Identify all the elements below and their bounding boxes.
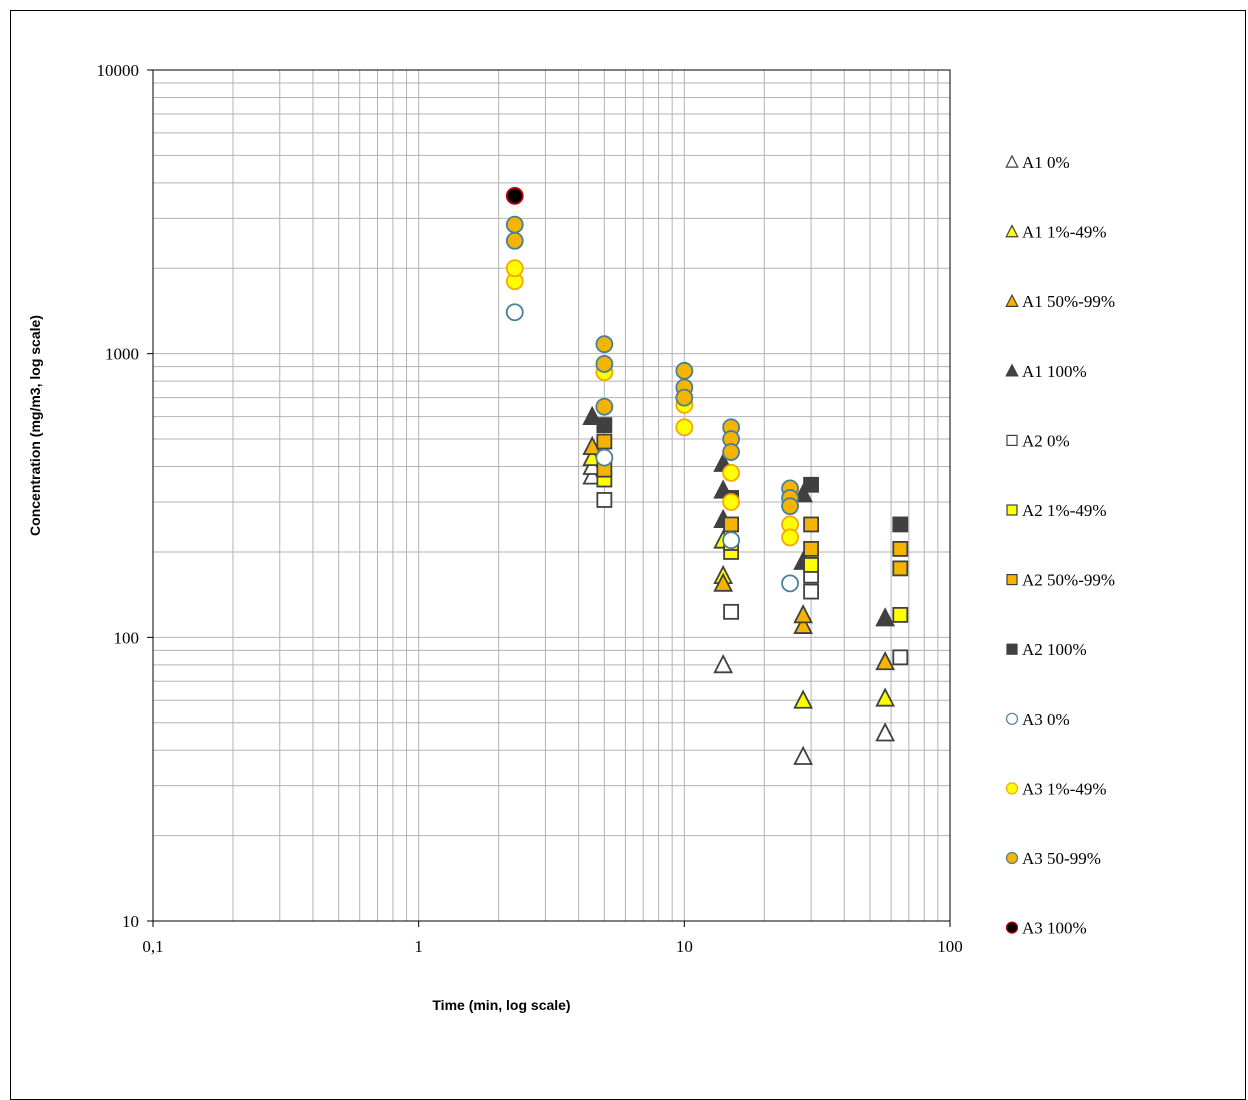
legend-entry-label: A1 1%-49% [1022, 223, 1107, 242]
data-point [722, 443, 741, 461]
x-tick-label: 1 [414, 937, 423, 956]
legend-marker [1006, 434, 1018, 446]
data-point [781, 574, 799, 593]
data-point [875, 607, 896, 627]
data-point [595, 448, 614, 467]
y-tick-label: 10000 [97, 61, 140, 80]
data-point [803, 476, 819, 493]
legend-entry-label: A3 50-99% [1022, 849, 1101, 868]
data-point [713, 654, 734, 674]
grid-lines [153, 70, 950, 921]
data-point [713, 572, 734, 592]
data-point [596, 492, 613, 508]
data-point [892, 606, 909, 623]
legend-entry-label: A1 100% [1022, 362, 1087, 381]
y-tick-label: 100 [114, 628, 140, 647]
data-point [595, 355, 614, 373]
data-point [875, 687, 896, 707]
y-tick-label: 10 [122, 912, 139, 931]
data-point [596, 433, 613, 450]
data-point [722, 531, 741, 550]
data-point [505, 303, 524, 322]
data-point [675, 418, 694, 437]
data-point [892, 649, 909, 666]
data-point [793, 689, 814, 709]
data-point [505, 231, 524, 250]
data-point [875, 651, 896, 671]
legend-entry-label: A1 0% [1022, 153, 1070, 172]
plot-area-border [152, 69, 951, 922]
legend-marker [1005, 782, 1019, 795]
data-point [781, 528, 799, 547]
legend-marker [1005, 224, 1019, 238]
data-point [892, 560, 909, 577]
data-point [892, 540, 909, 557]
data-point [722, 493, 741, 511]
legend-entry-label: A3 1%-49% [1022, 779, 1107, 798]
legend-entry-label: A2 100% [1022, 640, 1087, 659]
axis-ticks: 0,1 1 10 100 10 100 1000 10000 [97, 61, 963, 956]
legend-entry-label: A2 1%-49% [1022, 501, 1107, 520]
data-point [793, 604, 814, 624]
legend: A1 0% A1 1%-49% A1 50%-99% A1 100% A2 0% A2 1… [1005, 153, 1115, 938]
data-point [675, 361, 694, 380]
legend-marker [1005, 712, 1019, 725]
data-point [803, 540, 819, 557]
legend-marker [1006, 643, 1018, 655]
x-tick-label: 10 [676, 937, 693, 956]
x-tick-label: 100 [937, 937, 963, 956]
data-point [675, 388, 694, 407]
data-point [803, 557, 819, 573]
data-point [505, 259, 524, 278]
data-point [596, 417, 613, 433]
data-point [793, 614, 814, 634]
data-point [505, 215, 524, 234]
legend-entry-label: A2 0% [1022, 431, 1070, 450]
data-point [582, 405, 603, 425]
legend-entry-label: A3 0% [1022, 710, 1070, 729]
data-point [595, 397, 614, 416]
data-point [875, 722, 896, 742]
x-tick-label: 0,1 [142, 937, 163, 956]
legend-entry-label: A2 50%-99% [1022, 571, 1115, 590]
legend-marker [1006, 573, 1018, 586]
legend-marker [1005, 921, 1019, 934]
data-point [723, 603, 740, 620]
data-point [582, 465, 603, 485]
y-axis-title: Concentration (mg/m3, log scale) [27, 315, 43, 536]
legend-marker [1006, 504, 1018, 516]
legend-marker [1005, 293, 1019, 307]
data-point [803, 583, 819, 600]
data-point [582, 435, 603, 456]
legend-marker [1005, 154, 1019, 168]
data-point [803, 516, 819, 533]
data-points [505, 186, 909, 765]
y-tick-label: 1000 [105, 345, 139, 364]
data-point [793, 745, 814, 765]
data-point [722, 463, 741, 482]
data-point [781, 497, 799, 516]
data-point [505, 186, 524, 205]
data-point [595, 335, 614, 354]
data-point [892, 516, 909, 533]
legend-marker [1005, 851, 1019, 865]
data-point [723, 516, 740, 533]
legend-entry-label: A3 100% [1022, 919, 1087, 938]
x-axis-title: Time (min, log scale) [432, 997, 570, 1013]
legend-marker [1005, 363, 1019, 377]
legend-entry-label: A1 50%-99% [1022, 292, 1115, 311]
